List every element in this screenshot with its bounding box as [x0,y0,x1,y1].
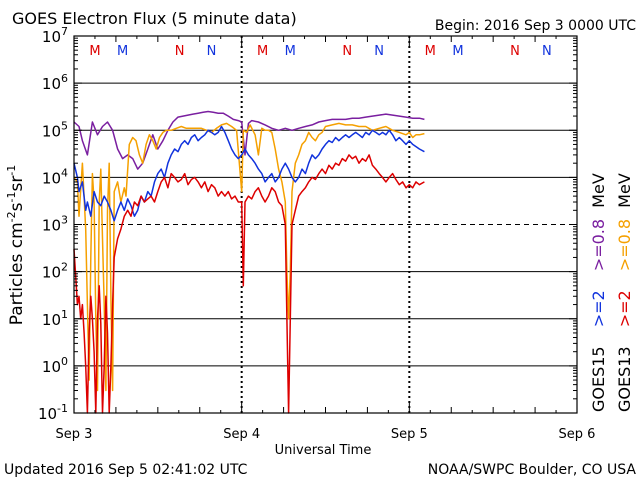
grid-layer [74,36,577,413]
begin-time: Begin: 2016 Sep 3 0000 UTC [435,18,636,34]
updated-time: Updated 2016 Sep 5 02:41:02 UTC [4,462,248,478]
marker-2: N [175,44,185,59]
legend-goes15-name: GOES15 [589,346,608,412]
chart-title: GOES Electron Flux (5 minute data) [12,9,297,28]
y-tick-label-6: 101 [42,308,68,329]
y-axis-label: Particles cm-2s-1sr-1 [5,165,27,326]
y-tick-label-4: 103 [42,214,68,235]
legend-goes15: GOES15 >=2 >=0.8 MeV [589,173,608,412]
legend-goes15-ge2: >=2 [589,290,608,327]
legend-goes15-ge08: >=0.8 [589,219,608,271]
x-tick-label-2: Sep 5 [391,427,428,442]
y-tick-label-2: 105 [42,119,68,140]
axis-layer: 107 106 105 104 103 102 101 100 10-1 Sep 3 Sep 4 Se… [38,25,596,442]
marker-9: M [452,44,463,59]
y-tick-label-5: 102 [42,261,68,282]
marker-8: M [425,44,436,59]
series-line-3 [73,154,425,414]
x-axis-label: Universal Time [275,443,372,458]
marker-4: M [257,44,268,59]
marker-5: M [285,44,296,59]
series-line-2 [73,125,425,222]
x-tick-label-3: Sep 6 [559,427,596,442]
series-line-1 [73,122,425,392]
legend-goes13: GOES13 >=2 >=0.8 MeV [615,173,634,412]
series-layer [73,110,425,414]
y-tick-label-3: 104 [42,166,68,187]
marker-6: N [342,44,352,59]
series-line-0 [73,110,425,170]
y-tick-label-7: 100 [42,355,68,376]
y-tick-label-1: 106 [42,72,68,93]
marker-3: N [207,44,217,59]
y-tick-label-0: 107 [42,25,68,46]
x-tick-label-1: Sep 4 [223,427,260,442]
marker-0: M [89,44,100,59]
y-tick-label-8: 10-1 [38,402,68,423]
marker-11: N [542,44,552,59]
legend-goes13-unit: MeV [615,173,634,208]
legend-goes15-unit: MeV [589,173,608,208]
credit-text: NOAA/SWPC Boulder, CO USA [428,462,637,478]
legend: GOES15 >=2 >=0.8 MeV GOES13 >=2 >=0.8 Me… [589,173,634,412]
x-tick-label-0: Sep 3 [56,427,93,442]
marker-1: M [117,44,128,59]
legend-goes13-ge08: >=0.8 [615,219,634,271]
legend-goes13-ge2: >=2 [615,290,634,327]
marker-10: N [510,44,520,59]
legend-goes13-name: GOES13 [615,346,634,412]
marker-7: N [374,44,384,59]
